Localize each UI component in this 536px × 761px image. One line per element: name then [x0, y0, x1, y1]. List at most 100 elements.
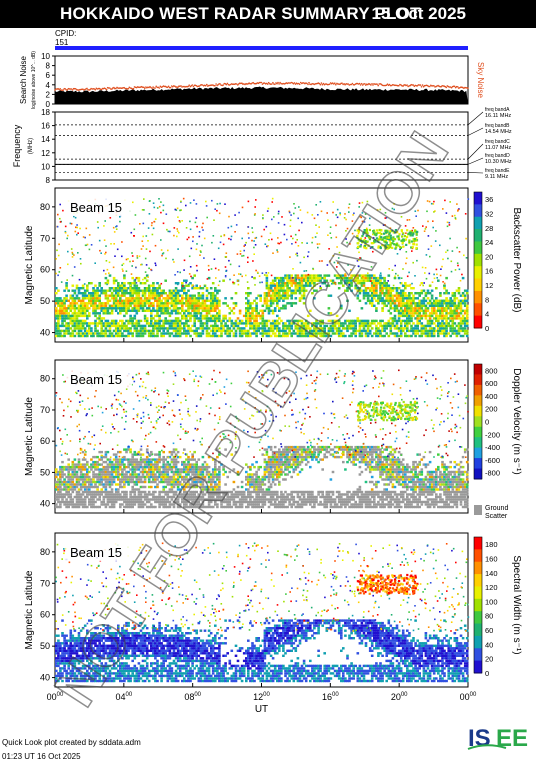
- power-cell: [265, 274, 269, 277]
- power-cell: [313, 279, 316, 282]
- power-cell: [139, 282, 143, 285]
- power-patch-cell: [395, 243, 398, 247]
- sky-noise-point: [143, 86, 145, 89]
- power-cell: [280, 294, 283, 297]
- sky-noise-point: [267, 81, 270, 84]
- power-cell: [131, 276, 134, 280]
- power-cell: [428, 317, 432, 320]
- ground-scatter-cell: [154, 500, 157, 504]
- power-cell: [249, 314, 252, 318]
- power-cell: [416, 292, 419, 295]
- power-cell: [240, 332, 244, 335]
- power-cell: [290, 297, 293, 300]
- power-cell: [406, 302, 409, 305]
- ground-scatter-cell: [121, 463, 124, 466]
- power-sparse-cell: [266, 245, 268, 248]
- ground-scatter-cell: [75, 485, 79, 489]
- ground-scatter-cell: [131, 488, 134, 491]
- ground-scatter-cell: [63, 473, 66, 476]
- ground-scatter-cell: [125, 493, 128, 496]
- power-cell: [193, 312, 196, 315]
- power-cell: [79, 309, 83, 312]
- ground-scatter-cell: [94, 483, 97, 486]
- power-cell: [340, 332, 343, 335]
- power-cell: [414, 307, 417, 310]
- power-sparse-cell: [292, 268, 294, 270]
- power-cell: [408, 317, 411, 320]
- power-cell: [290, 292, 293, 295]
- power-cell: [391, 322, 395, 325]
- power-sparse-cell: [463, 254, 465, 257]
- power-cell: [286, 294, 289, 297]
- power-sparse-cell: [119, 216, 121, 218]
- power-cell: [133, 282, 137, 285]
- power-cell: [273, 299, 277, 302]
- power-cell: [88, 302, 91, 305]
- velocity-cell: [112, 470, 116, 474]
- power-cell: [430, 294, 434, 297]
- power-cell: [373, 294, 376, 297]
- ground-scatter-cell: [112, 495, 116, 499]
- power-cell: [412, 332, 415, 335]
- power-sparse-cell: [199, 254, 201, 256]
- power-cell: [290, 276, 293, 280]
- power-cell: [457, 299, 461, 302]
- power-cell: [156, 312, 159, 315]
- power-cell: [112, 297, 116, 300]
- power-cell: [298, 279, 302, 282]
- power-cell: [461, 322, 465, 325]
- power-cell: [286, 284, 289, 287]
- velocity-cell: [131, 473, 134, 476]
- power-cell: [92, 332, 95, 335]
- power-cell: [110, 334, 114, 338]
- power-patch-cell: [367, 244, 370, 247]
- power-cell: [108, 304, 112, 307]
- power-cell: [145, 319, 149, 323]
- ground-scatter-cell: [125, 475, 128, 479]
- ground-scatter-cell: [121, 485, 124, 489]
- power-patch-cell: [396, 242, 399, 245]
- power-sparse-cell: [196, 225, 198, 228]
- power-cell: [296, 329, 300, 333]
- sky-noise-point: [144, 87, 146, 90]
- power-cell: [166, 327, 170, 330]
- ground-scatter-cell: [100, 470, 103, 474]
- power-patch-cell: [366, 240, 369, 243]
- power-cell: [203, 317, 207, 320]
- velocity-cell: [73, 483, 77, 486]
- power-cell: [399, 327, 403, 330]
- power-cell: [143, 282, 147, 285]
- power-cell: [273, 297, 277, 300]
- power-cell: [354, 324, 357, 328]
- power-cell: [375, 279, 378, 282]
- power-cell: [278, 284, 281, 287]
- power-cell: [83, 307, 87, 310]
- power-cell: [201, 297, 205, 300]
- power-cell: [98, 312, 101, 315]
- power-cell: [319, 322, 322, 325]
- power-sparse-cell: [142, 235, 144, 238]
- power-cell: [228, 329, 232, 333]
- power-sparse-cell: [90, 244, 93, 246]
- power-cell: [352, 327, 355, 330]
- power-cell: [193, 287, 196, 290]
- power-cell: [240, 322, 244, 325]
- ground-scatter-cell: [63, 500, 66, 504]
- power-cell: [125, 302, 128, 305]
- power-cell: [141, 329, 145, 333]
- power-cell: [439, 329, 442, 333]
- power-cell: [156, 299, 159, 302]
- power-cell: [437, 314, 440, 318]
- power-cell: [112, 279, 116, 282]
- velocity-cell: [112, 475, 116, 479]
- power-sparse-cell: [369, 217, 371, 220]
- power-cell: [269, 287, 273, 290]
- power-cell: [234, 319, 238, 323]
- power-sparse-cell: [224, 266, 227, 268]
- power-cell: [158, 299, 161, 302]
- power-patch-cell: [387, 236, 390, 239]
- power-cell: [98, 289, 101, 292]
- ground-scatter-cell: [83, 465, 87, 469]
- power-sparse-cell: [217, 284, 220, 287]
- power-cell: [391, 332, 395, 335]
